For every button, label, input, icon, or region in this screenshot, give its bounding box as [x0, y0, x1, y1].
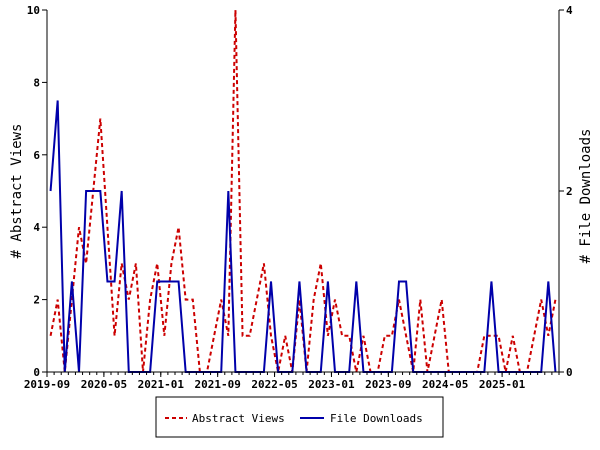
y-axis-left-title: # Abstract Views [9, 124, 25, 259]
x-tick-label: 2024-05 [422, 378, 468, 391]
y-left-tick-label: 10 [27, 4, 40, 17]
y-left-tick-label: 0 [33, 366, 40, 379]
y-right-tick-label: 4 [566, 4, 573, 17]
legend-label-file-downloads: File Downloads [330, 412, 423, 425]
legend-box [155, 396, 444, 438]
legend: Abstract Views File Downloads [155, 396, 444, 438]
x-tick-label: 2022-05 [251, 378, 297, 391]
series-line-file-downloads [49, 100, 557, 373]
y-left-tick-label: 4 [33, 221, 40, 234]
y-axis-right-title: # File Downloads [578, 129, 594, 264]
legend-label-abstract-views: Abstract Views [192, 412, 285, 425]
x-tick-label: 2019-09 [24, 378, 70, 391]
plot-marks [49, 9, 557, 373]
x-tick-label: 2021-09 [194, 378, 240, 391]
y-right-tick-label: 0 [566, 366, 573, 379]
x-tick-label: 2025-01 [479, 378, 526, 391]
y-right-tick-label: 2 [566, 185, 573, 198]
plot-frame [46, 10, 560, 373]
y-left-tick-label: 8 [33, 76, 40, 89]
x-tick-label: 2020-05 [81, 378, 127, 391]
x-tick-label: 2021-01 [138, 378, 185, 391]
x-tick-label: 2023-09 [365, 378, 411, 391]
y-left-tick-label: 6 [33, 149, 40, 162]
y-left-tick-label: 2 [33, 294, 40, 307]
x-tick-label: 2023-01 [308, 378, 355, 391]
axis-ticks: 0 2 4 6 8 10 0 2 4 2019-09 2020-05 2021-01 2021-09 20… [24, 4, 573, 391]
